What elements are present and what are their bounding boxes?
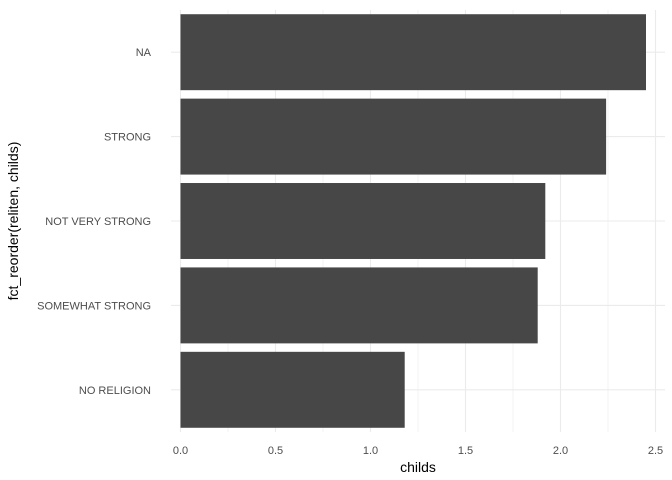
x-tick-label: 2.0 xyxy=(553,445,568,457)
y-tick-label: SOMEWHAT STRONG xyxy=(37,300,151,312)
y-tick-label: NOT VERY STRONG xyxy=(45,216,151,228)
bar xyxy=(180,351,405,428)
x-tick-label: 1.5 xyxy=(458,445,473,457)
y-axis-tick-labels: NO RELIGION SOMEWHAT STRONG NOT VERY STRON… xyxy=(37,47,152,397)
bar xyxy=(180,267,538,344)
y-axis-title: fct_reorder(reliten, childs) xyxy=(5,142,21,301)
bars xyxy=(180,14,646,428)
y-tick-label: STRONG xyxy=(104,132,151,144)
x-tick-label: 0.0 xyxy=(173,445,188,457)
x-tick-label: 1.0 xyxy=(363,445,378,457)
bar xyxy=(180,98,607,175)
x-tick-label: 2.5 xyxy=(648,445,663,457)
x-axis-title: childs xyxy=(400,459,436,475)
x-axis-tick-labels: 0.0 0.5 1.0 1.5 2.0 2.5 xyxy=(173,445,663,457)
y-tick-label: NA xyxy=(136,47,152,59)
y-tick-label: NO RELIGION xyxy=(79,385,151,397)
bar xyxy=(180,14,646,91)
x-tick-label: 0.5 xyxy=(268,445,283,457)
bar xyxy=(180,183,546,259)
plot-area xyxy=(171,10,665,432)
